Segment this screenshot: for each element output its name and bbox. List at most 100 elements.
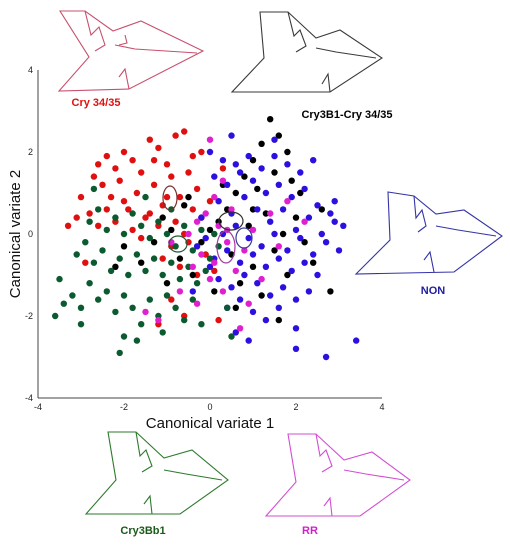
non-point [249,308,257,316]
cry3b1-cry-34-35-point [271,169,278,176]
cry3bb1-point [133,337,141,344]
non-point [262,189,270,197]
cry3b1-cry-34-35-point [168,226,175,234]
cry3bb1-point [224,304,231,311]
cry-34-35-point [193,185,201,193]
non-point [241,271,248,279]
cry3bb1-point [120,292,128,299]
cry3bb1-point [125,271,132,279]
cry3b1cry3435-group-label: Cry3B1-Cry 34/35 [301,109,392,121]
non-point [228,132,235,139]
cry3bb1-point [163,230,171,238]
cry-34-35-point [95,161,102,168]
rr-point [193,218,201,225]
rr-point [219,288,227,295]
cry3b1-cry-34-35-point [327,288,334,295]
non-point [258,243,265,250]
cry3bb1-point [138,222,145,229]
cry-34-35-point [172,132,179,139]
cry-34-35-point [82,259,89,266]
cry-34-35-point [77,193,85,201]
cry3bb1-point [103,226,111,234]
cry3b1-cry-34-35-point [249,157,257,164]
cry3bb1-point [142,193,149,201]
cry-34-35-point [103,206,111,213]
rr-point [245,300,252,307]
non-point [297,234,304,242]
cry3b1-cry-34-35-point [120,243,128,250]
cry3435-group-label: Cry 34/35 [72,97,121,109]
cry3b1-cry-34-35-point [279,230,287,238]
cry3b1-cry-34-35-point [297,189,304,197]
cry3b1-cry-34-35-point [181,202,188,209]
cry3bb1-point [112,214,119,221]
cry3bb1-point [107,267,115,275]
cry-34-35-point [163,193,171,201]
cry3b1-cry-34-35-point [301,239,308,246]
cry3b1-cry-34-35-point [211,288,218,295]
cry3bb1-point [168,259,175,266]
cry3bb1-point [129,210,136,217]
x-tick-label: 2 [293,402,298,412]
non-point [267,292,274,299]
non-point [267,218,274,225]
rr-point [206,136,214,143]
cry-34-35-point [90,173,98,180]
non-point [322,239,330,246]
cry3bb1-point [86,218,93,225]
cry3b1-cry-34-35-point [245,222,252,229]
cry3b1-cry-34-35-point [271,247,278,254]
cry3bb1-point [60,300,67,307]
cry3bb1-point [181,316,188,324]
non-point [236,296,244,303]
rr-point [202,210,209,217]
non-landmark-outline [354,191,503,275]
cry3bb1-point [95,206,102,213]
non-point [249,177,257,184]
scatter-points [52,116,360,361]
cry3bb1-point [77,304,85,311]
rr-landmark-outline [264,433,411,517]
non-point [232,161,239,168]
cry3bb1-point [189,247,196,254]
cry3b1-cry-34-35-point [150,239,158,246]
cry3bb1-point [142,267,149,275]
non-point [310,251,317,258]
non-point [245,234,252,242]
cry-34-35-point [103,152,111,160]
non-point [301,185,308,193]
cry3b1cry3435-centroid-ellipse [218,211,244,231]
cry3bb1-point [129,304,136,311]
cry3bb1-point [133,251,141,258]
non-point [310,157,317,164]
rr-point [211,259,218,266]
non-point [297,169,304,176]
non-point [288,267,295,275]
y-axis-label: Canonical variate 2 [7,170,24,298]
cry3bb1-point [120,333,128,340]
cry3b1-cry-34-35-point [275,316,282,324]
non-group-label: NON [421,285,446,297]
non-point [331,218,338,225]
non-point [275,304,282,311]
non-point [353,337,360,344]
cry-34-35-point [176,263,184,270]
cry3bb1-point [146,296,153,303]
x-tick-label: -2 [120,402,128,412]
cry-34-35-point [107,193,115,201]
x-tick-label: -4 [34,402,42,412]
rr-point [232,267,239,275]
rr-point [142,308,149,316]
non-point [215,275,222,283]
rr-point [241,247,248,254]
non-point [314,202,321,209]
non-centroid-ellipse [235,227,253,249]
cry-34-35-point [215,316,222,324]
cry3bb1-point [159,271,166,279]
cry3bb1-point [198,321,205,328]
non-point [198,214,205,221]
cry3bb1-point [181,222,188,229]
cry3b1-cry-34-35-point [112,263,119,270]
cry-34-35-point [120,148,128,156]
